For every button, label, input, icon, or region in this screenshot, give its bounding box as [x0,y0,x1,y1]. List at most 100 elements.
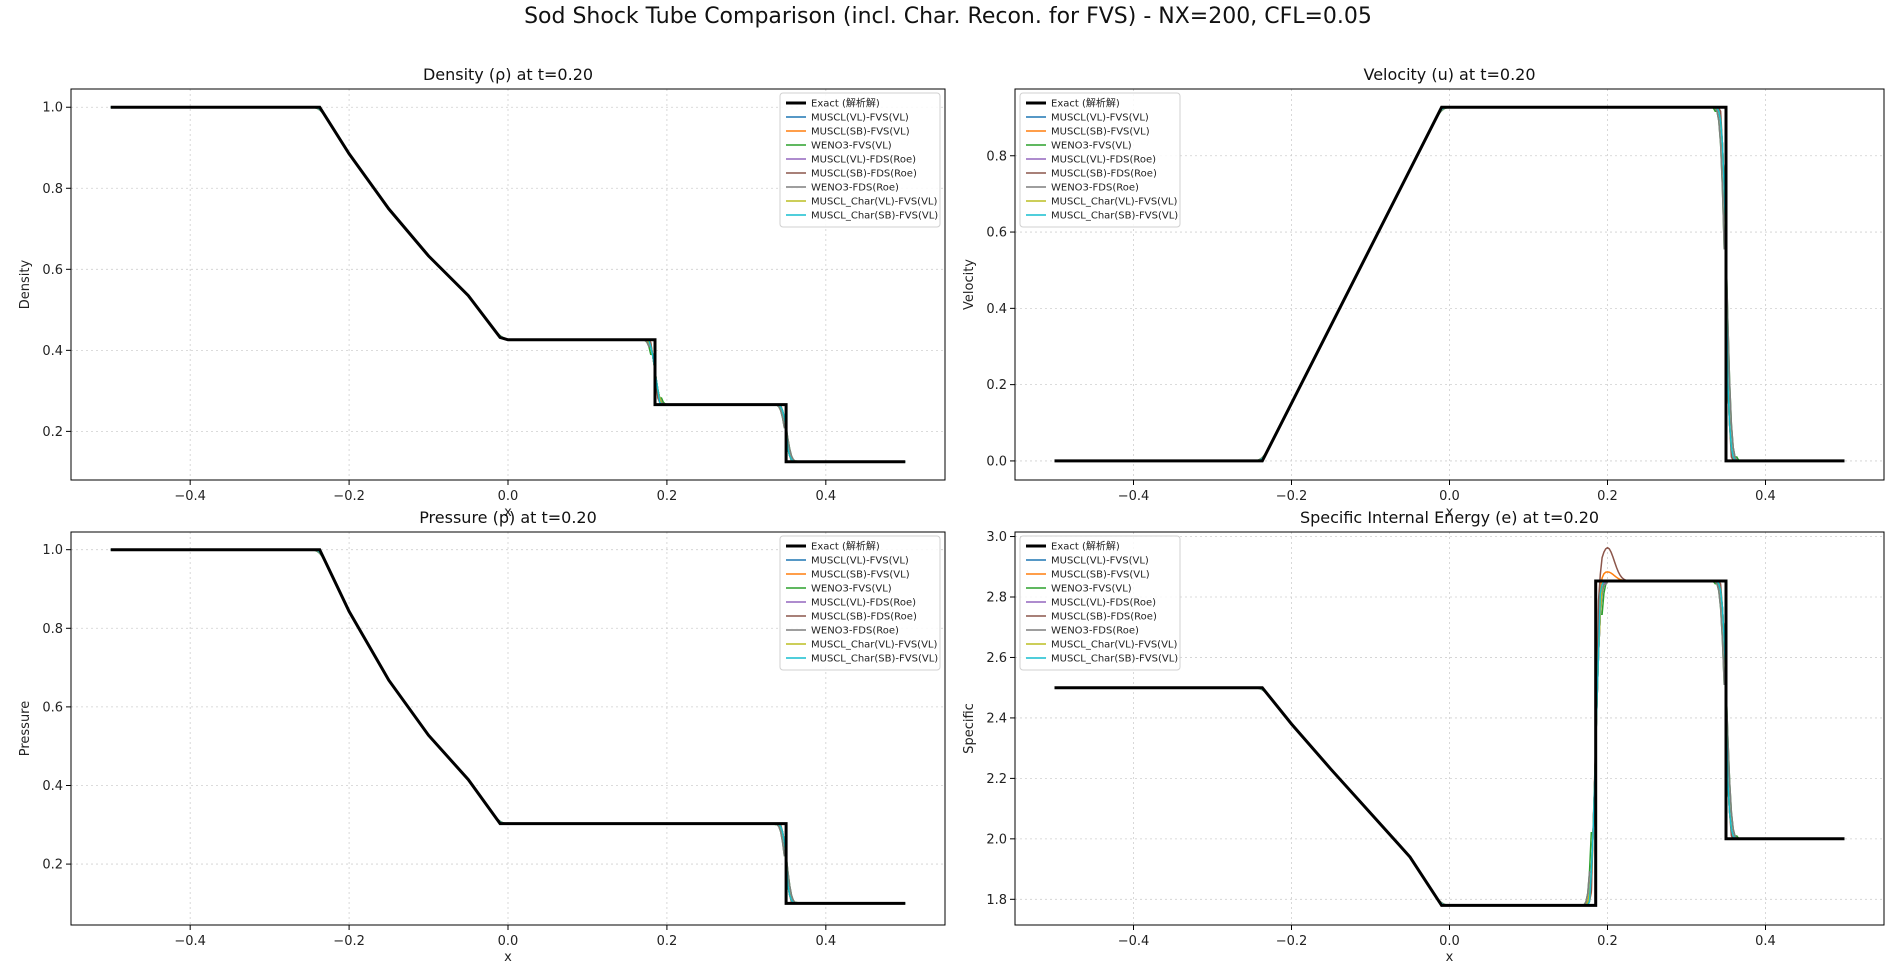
density-legend-label: WENO3-FVS(VL) [811,141,892,152]
energy-y-axis-label: Specific [962,703,977,754]
figure-title: Sod Shock Tube Comparison (incl. Char. R… [524,4,1372,29]
pressure-legend-label: MUSCL(VL)-FDS(Roe) [811,598,916,609]
density-y-tick-label: 0.2 [42,425,63,440]
density-exact-line [110,105,906,464]
velocity-legend-label: MUSCL(SB)-FDS(Roe) [1051,169,1157,180]
velocity-x-tick-label: 0.4 [1755,489,1776,504]
pressure-legend-box [779,535,941,671]
energy-legend-box [1019,535,1181,671]
energy-legend-label: MUSCL_Char(SB)-FVS(VL) [1051,654,1178,665]
density-panel-title: Density (ρ) at t=0.20 [423,65,593,84]
velocity-y-tick-label: 0.6 [986,226,1007,241]
pressure-exact-line [110,548,906,905]
pressure-legend-label: WENO3-FVS(VL) [811,584,892,595]
pressure-legend-label: MUSCL(VL)-FVS(VL) [811,556,909,567]
pressure-y-tick-label: 0.8 [42,622,63,637]
velocity-exact-line [1054,105,1845,463]
velocity-legend: Exact (解析解) MUSCL(VL)-FVS(VL) MUSCL(SB)-FV… [1019,92,1181,228]
pressure-legend-label: MUSCL_Char(VL)-FVS(VL) [811,640,937,651]
velocity-legend-label: MUSCL(VL)-FVS(VL) [1051,113,1149,124]
density-x-axis-label: x [504,505,512,520]
density-y-tick-label: 0.4 [42,344,63,359]
energy-panel-title: Specific Internal Energy (e) at t=0.20 [1300,508,1599,527]
velocity-x-tick-label: 0.0 [1439,489,1460,504]
velocity-legend-label: MUSCL_Char(VL)-FVS(VL) [1051,197,1177,208]
density-x-tick-label: 0.2 [657,489,678,504]
density-y-tick-label: 0.8 [42,182,63,197]
velocity-legend-label: MUSCL(VL)-FDS(Roe) [1051,155,1156,166]
energy-legend-label: WENO3-FDS(Roe) [1051,626,1139,637]
pressure-legend-label: MUSCL(SB)-FDS(Roe) [811,612,917,623]
energy-x-tick-label: 0.2 [1597,934,1618,949]
pressure-x-tick-label: 0.0 [498,934,519,949]
pressure-legend-label: MUSCL(SB)-FVS(VL) [811,570,910,581]
energy-legend-label: MUSCL(VL)-FDS(Roe) [1051,598,1156,609]
velocity-legend-box [1019,92,1181,228]
energy-x-tick-label: −0.2 [1276,934,1308,949]
velocity-x-tick-label: −0.4 [1118,489,1150,504]
pressure-x-tick-label: −0.2 [333,934,365,949]
velocity-y-tick-label: 0.0 [986,454,1007,469]
pressure-y-tick-label: 0.2 [42,858,63,873]
pressure-legend-label: WENO3-FDS(Roe) [811,626,899,637]
density-legend-label: MUSCL(SB)-FVS(VL) [811,127,910,138]
energy-y-tick-label: 3.0 [986,530,1007,545]
pressure-x-tick-label: 0.2 [657,934,678,949]
energy-legend-label: WENO3-FVS(VL) [1051,584,1132,595]
energy-panel: −0.4 −0.2 0.0 0.2 0.4 1.8 2.0 2.2 2.4 2.6 2.8 3.0 Sp… [962,508,1885,961]
velocity-y-axis-label: Velocity [962,259,977,310]
pressure-x-tick-label: −0.4 [174,934,206,949]
density-x-tick-label: 0.4 [815,489,836,504]
energy-y-tick-label: 2.6 [986,651,1007,666]
density-legend-box [779,92,941,228]
density-legend-label: WENO3-FDS(Roe) [811,183,899,194]
energy-legend-label: MUSCL_Char(VL)-FVS(VL) [1051,640,1177,651]
velocity-y-tick-label: 0.8 [986,149,1007,164]
energy-y-tick-label: 2.8 [986,590,1007,605]
density-x-tick-label: 0.0 [498,489,519,504]
velocity-x-tick-label: −0.2 [1276,489,1308,504]
density-panel: −0.4 −0.2 0.0 0.2 0.4 0.2 0.4 0.6 0.8 1.0 Density … [18,65,946,520]
density-x-tick-label: −0.4 [174,489,206,504]
energy-y-tick-label: 2.0 [986,832,1007,847]
velocity-legend-label: Exact (解析解) [1051,97,1120,110]
pressure-legend-label: Exact (解析解) [811,540,880,553]
pressure-x-axis-label: x [504,950,512,961]
density-legend-label: MUSCL(VL)-FVS(VL) [811,113,909,124]
density-y-tick-label: 1.0 [42,101,63,116]
pressure-y-axis-label: Pressure [18,701,33,757]
energy-legend: Exact (解析解) MUSCL(VL)-FVS(VL) MUSCL(SB)-FV… [1019,535,1181,671]
energy-x-tick-label: 0.0 [1439,934,1460,949]
energy-x-tick-label: −0.4 [1118,934,1150,949]
pressure-legend: Exact (解析解) MUSCL(VL)-FVS(VL) MUSCL(SB)-FV… [779,535,941,671]
energy-legend-label: MUSCL(SB)-FDS(Roe) [1051,612,1157,623]
velocity-legend-label: WENO3-FDS(Roe) [1051,183,1139,194]
velocity-panel-title: Velocity (u) at t=0.20 [1363,65,1535,84]
pressure-legend-label: MUSCL_Char(SB)-FVS(VL) [811,654,938,665]
energy-x-tick-label: 0.4 [1755,934,1776,949]
velocity-panel: −0.4 −0.2 0.0 0.2 0.4 0.0 0.2 0.4 0.6 0.8 Velocity… [962,65,1885,520]
density-y-tick-label: 0.6 [42,263,63,278]
pressure-x-tick-label: 0.4 [815,934,836,949]
velocity-y-tick-label: 0.4 [986,302,1007,317]
velocity-legend-label: WENO3-FVS(VL) [1051,141,1132,152]
pressure-y-tick-label: 1.0 [42,543,63,558]
pressure-y-tick-label: 0.4 [42,779,63,794]
density-y-axis-label: Density [18,259,33,309]
energy-y-tick-label: 1.8 [986,893,1007,908]
density-legend-label: MUSCL(SB)-FDS(Roe) [811,169,917,180]
velocity-legend-label: MUSCL(SB)-FVS(VL) [1051,127,1150,138]
pressure-panel-title: Pressure (p) at t=0.20 [419,508,597,527]
density-legend-label: MUSCL_Char(SB)-FVS(VL) [811,211,938,222]
velocity-x-tick-label: 0.2 [1597,489,1618,504]
energy-legend-label: MUSCL(VL)-FVS(VL) [1051,556,1149,567]
density-legend-label: MUSCL_Char(VL)-FVS(VL) [811,197,937,208]
velocity-y-tick-label: 0.2 [986,378,1007,393]
energy-legend-label: MUSCL(SB)-FVS(VL) [1051,570,1150,581]
velocity-legend-label: MUSCL_Char(SB)-FVS(VL) [1051,211,1178,222]
density-legend-label: MUSCL(VL)-FDS(Roe) [811,155,916,166]
pressure-panel: −0.4 −0.2 0.0 0.2 0.4 0.2 0.4 0.6 0.8 1.0 Pressure… [18,508,946,961]
velocity-x-axis-label: x [1446,505,1454,520]
